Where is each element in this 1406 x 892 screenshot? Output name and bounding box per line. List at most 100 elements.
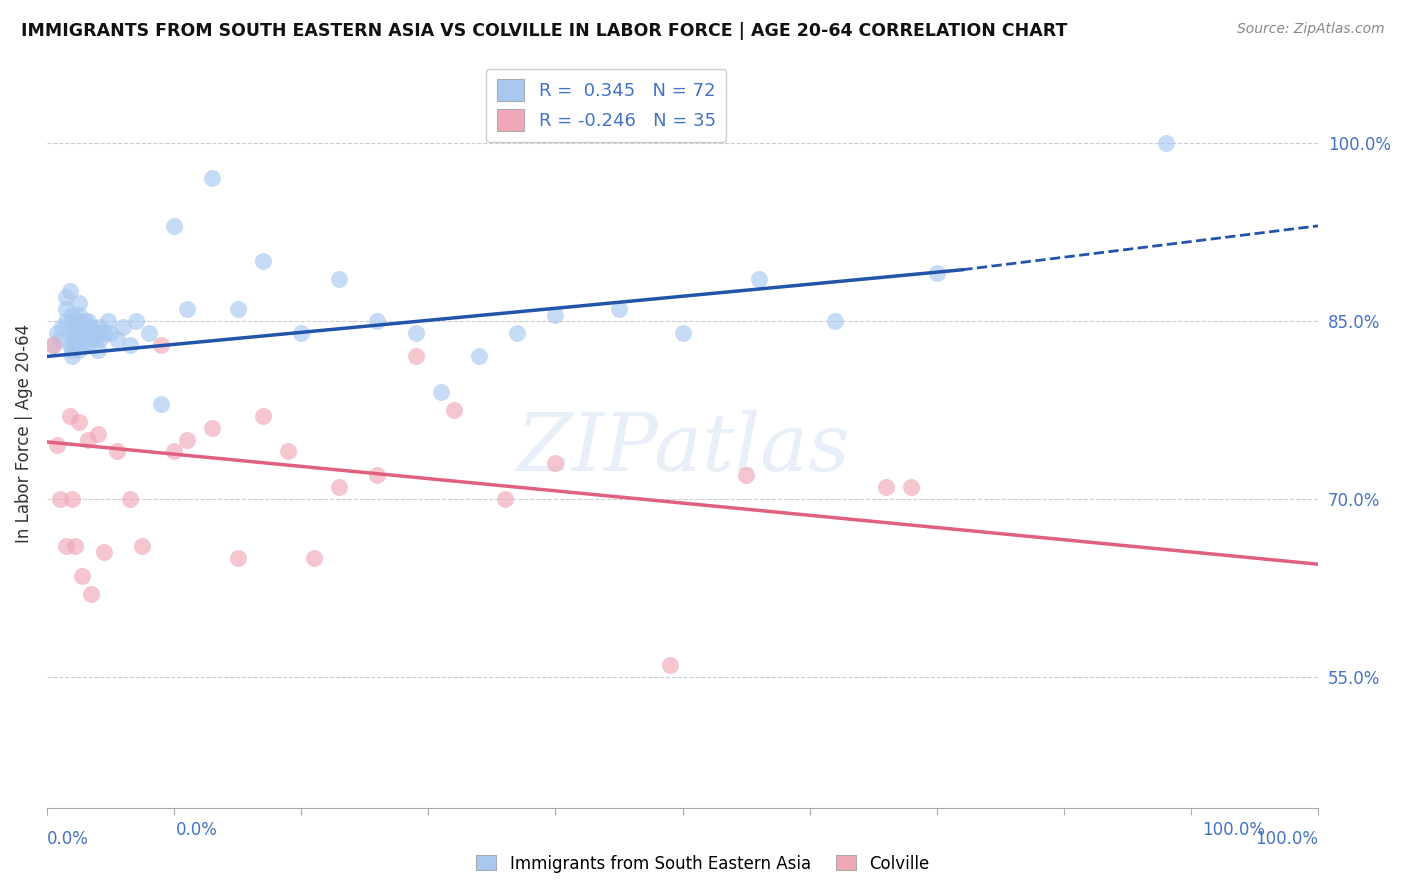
Point xyxy=(900,480,922,494)
Point xyxy=(76,326,98,340)
Y-axis label: In Labor Force | Age 20-64: In Labor Force | Age 20-64 xyxy=(15,324,32,543)
Point xyxy=(118,337,141,351)
Point xyxy=(46,438,69,452)
Text: 0.0%: 0.0% xyxy=(46,830,89,848)
Point xyxy=(443,402,465,417)
Point xyxy=(73,332,96,346)
Point xyxy=(87,426,110,441)
Point xyxy=(105,332,128,346)
Point xyxy=(73,319,96,334)
Text: 100.0%: 100.0% xyxy=(1256,830,1319,848)
Point xyxy=(48,332,70,346)
Point xyxy=(67,296,90,310)
Point xyxy=(201,420,224,434)
Point xyxy=(59,409,82,423)
Point xyxy=(112,319,135,334)
Point xyxy=(226,301,249,316)
Point xyxy=(80,587,103,601)
Point xyxy=(93,326,115,340)
Point xyxy=(494,491,516,506)
Point xyxy=(176,301,198,316)
Point xyxy=(60,491,83,506)
Point xyxy=(163,219,186,233)
Legend: Immigrants from South Eastern Asia, Colville: Immigrants from South Eastern Asia, Colv… xyxy=(470,848,936,880)
Legend: R =  0.345   N = 72, R = -0.246   N = 35: R = 0.345 N = 72, R = -0.246 N = 35 xyxy=(486,69,727,142)
Point xyxy=(51,319,73,334)
Point xyxy=(125,314,148,328)
Point xyxy=(48,491,70,506)
Point xyxy=(67,326,90,340)
Point xyxy=(748,272,770,286)
Point xyxy=(89,332,111,346)
Point xyxy=(366,468,388,483)
Point xyxy=(55,540,77,554)
Point xyxy=(60,350,83,364)
Point xyxy=(607,301,630,316)
Point xyxy=(76,319,98,334)
Point xyxy=(176,433,198,447)
Point xyxy=(150,397,173,411)
Point xyxy=(925,813,948,827)
Point xyxy=(925,266,948,280)
Point xyxy=(302,551,325,566)
Point xyxy=(671,326,693,340)
Point xyxy=(59,337,82,351)
Point xyxy=(73,314,96,328)
Text: ZIPatlas: ZIPatlas xyxy=(516,409,849,487)
Point xyxy=(63,332,86,346)
Point xyxy=(46,326,69,340)
Point xyxy=(118,491,141,506)
Point xyxy=(59,284,82,298)
Point xyxy=(97,314,120,328)
Text: 0.0%: 0.0% xyxy=(176,821,218,838)
Point xyxy=(87,326,110,340)
Point xyxy=(658,658,681,673)
Point xyxy=(277,444,299,458)
Text: 100.0%: 100.0% xyxy=(1202,821,1265,838)
Point xyxy=(84,332,107,346)
Point xyxy=(163,444,186,458)
Point xyxy=(544,308,567,322)
Point xyxy=(72,332,94,346)
Point xyxy=(80,319,103,334)
Point xyxy=(80,326,103,340)
Point xyxy=(252,254,274,268)
Point xyxy=(506,326,529,340)
Point xyxy=(328,480,350,494)
Point xyxy=(131,540,153,554)
Point xyxy=(328,272,350,286)
Point xyxy=(55,314,77,328)
Point xyxy=(405,350,427,364)
Point xyxy=(290,326,312,340)
Point xyxy=(72,326,94,340)
Point xyxy=(89,319,111,334)
Point xyxy=(87,343,110,358)
Point xyxy=(875,480,897,494)
Point xyxy=(430,385,453,400)
Point xyxy=(76,314,98,328)
Point xyxy=(73,326,96,340)
Point xyxy=(366,314,388,328)
Text: IMMIGRANTS FROM SOUTH EASTERN ASIA VS COLVILLE IN LABOR FORCE | AGE 20-64 CORREL: IMMIGRANTS FROM SOUTH EASTERN ASIA VS CO… xyxy=(21,22,1067,40)
Point xyxy=(76,433,98,447)
Point xyxy=(60,326,83,340)
Point xyxy=(226,551,249,566)
Point xyxy=(824,314,846,328)
Point xyxy=(72,337,94,351)
Point xyxy=(93,545,115,559)
Point xyxy=(60,343,83,358)
Point xyxy=(100,326,122,340)
Point xyxy=(84,326,107,340)
Point xyxy=(468,350,491,364)
Point xyxy=(63,326,86,340)
Point xyxy=(63,319,86,334)
Point xyxy=(55,301,77,316)
Point xyxy=(405,326,427,340)
Point xyxy=(105,444,128,458)
Point xyxy=(67,343,90,358)
Point xyxy=(76,337,98,351)
Point xyxy=(67,308,90,322)
Point xyxy=(252,409,274,423)
Point xyxy=(80,332,103,346)
Point xyxy=(201,171,224,186)
